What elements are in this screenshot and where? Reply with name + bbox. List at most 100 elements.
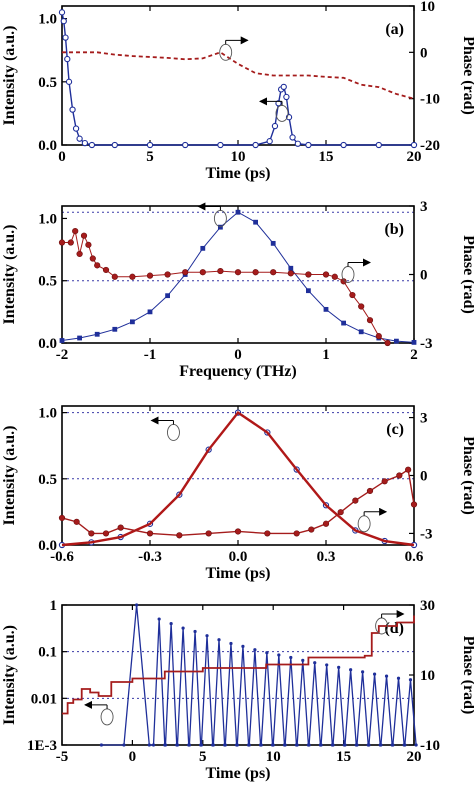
- curve-marker-ellipse: [219, 43, 233, 61]
- intensity-data-point: [301, 658, 305, 662]
- x-tick-label: -5: [56, 749, 69, 765]
- y-left-tick-label: 1E-3: [27, 738, 57, 754]
- intensity-data-point: [69, 106, 76, 113]
- intensity-data-point: [270, 240, 276, 246]
- phase-data-point: [410, 501, 418, 508]
- intensity-data-point: [414, 743, 418, 747]
- x-tick-label: 0.6: [405, 549, 424, 565]
- intensity-data-point: [247, 743, 251, 747]
- intensity-data-point: [151, 743, 156, 747]
- intensity-data-point: [147, 309, 153, 315]
- intensity-data-point: [266, 138, 273, 145]
- intensity-data-point: [391, 743, 395, 747]
- intensity-data-point: [289, 134, 296, 141]
- intensity-data-point: [111, 141, 118, 149]
- phase-data-point: [164, 271, 171, 278]
- x-tick-label: 5: [199, 749, 207, 765]
- phase-data-point: [349, 291, 356, 299]
- x-tick-label: 15: [336, 749, 351, 765]
- y-left-tick-label: 0.0: [38, 138, 57, 154]
- intensity-data-point: [355, 743, 359, 747]
- phase-data-point: [366, 487, 374, 495]
- intensity-data-point: [283, 93, 290, 101]
- intensity-trace: [61, 12, 414, 146]
- curve-marker-ellipse: [213, 210, 227, 227]
- phase-data-point: [270, 269, 277, 276]
- phase-data-point: [58, 514, 66, 522]
- phase-data-point: [331, 273, 338, 280]
- intensity-data-point: [265, 651, 269, 655]
- intensity-data-point: [384, 674, 389, 678]
- intensity-fringe-trace: [101, 604, 417, 746]
- intensity-data-point: [367, 743, 371, 747]
- phase-data-point: [205, 530, 212, 537]
- intensity-data-point: [375, 141, 382, 149]
- y-left-tick-label: 1.0: [38, 211, 57, 227]
- panel-b: -2 -1 0 1 2 0.0 0.5 1.0 3 0 -3 Frequency (THz) Inten…: [1, 199, 474, 380]
- phase-trace: [62, 229, 388, 344]
- intensity-data-point: [62, 34, 69, 41]
- y-right-axis-label: Phase (rad): [460, 436, 474, 515]
- y-left-tick-label: 0.0: [38, 336, 57, 352]
- intensity-data-point: [372, 672, 377, 676]
- y-left-tick-label: 0.0: [38, 538, 57, 554]
- x-tick-label: 10: [231, 149, 246, 165]
- phase-data-point: [287, 270, 294, 277]
- intensity-data-point: [358, 329, 364, 335]
- y-right-tick-label: -3: [420, 336, 433, 352]
- intensity-data-point: [280, 83, 287, 91]
- x-tick-label: 0.3: [317, 549, 336, 565]
- intensity-data-point: [135, 603, 139, 607]
- phase-data-point: [182, 269, 189, 276]
- intensity-data-point: [271, 122, 279, 130]
- intensity-data-point: [94, 331, 100, 337]
- x-tick-label: 20: [407, 149, 422, 165]
- phase-data-point: [88, 530, 95, 537]
- panel-d: -5 0 5 10 15 20 1 0.1 0.01 1E-3 30 10 -10 Time (ps) In…: [1, 598, 474, 782]
- y-left-tick-label: 0.1: [38, 645, 57, 661]
- y-right-tick-label: 30: [420, 598, 435, 614]
- intensity-data-point: [76, 135, 83, 142]
- intensity-data-point: [283, 743, 287, 747]
- y-right-tick-label: -20: [420, 138, 440, 154]
- x-tick-label: -1: [144, 347, 157, 363]
- intensity-data-point: [307, 743, 311, 747]
- phase-data-point: [358, 303, 365, 310]
- intensity-data-point: [379, 743, 383, 747]
- x-tick-label: 0: [58, 149, 66, 165]
- intensity-data-point: [205, 634, 209, 638]
- panel-c: -0.6 -0.3 0.0 0.3 0.6 0.0 0.5 1.0 3 0 -3 Time (ps) I…: [1, 405, 474, 582]
- intensity-data-point: [65, 78, 73, 85]
- curve-marker-ellipse: [357, 515, 371, 533]
- intensity-data-point: [146, 141, 154, 149]
- phase-data-point: [352, 497, 359, 504]
- x-tick-label: -0.6: [50, 549, 74, 565]
- y-left-axis-label: Intensity (a.u.): [1, 25, 18, 125]
- intensity-data-point: [58, 9, 66, 16]
- intensity-data-point: [147, 743, 151, 747]
- phase-data-point: [234, 528, 242, 535]
- intensity-data-point: [306, 288, 311, 294]
- y-left-tick-label: 0.5: [38, 472, 57, 488]
- intensity-data-point: [193, 629, 197, 634]
- phase-data-point: [176, 532, 183, 539]
- y-right-tick-label: 3: [420, 199, 428, 215]
- intensity-data-point: [252, 141, 259, 149]
- phase-data-point: [217, 267, 224, 275]
- intensity-data-point: [325, 663, 329, 667]
- phase-data-point: [146, 530, 154, 537]
- x-tick-label: 0: [234, 347, 242, 363]
- intensity-data-point: [122, 743, 126, 747]
- y-right-tick-label: -10: [420, 92, 440, 108]
- phase-data-point: [322, 271, 330, 278]
- intensity-data-point: [253, 648, 257, 652]
- phase-data-point: [89, 255, 96, 262]
- phase-data-point: [199, 269, 206, 276]
- phase-data-point: [340, 278, 347, 285]
- x-tick-label: 5: [146, 149, 154, 165]
- intensity-data-point: [343, 743, 347, 747]
- x-tick-label: 2: [410, 347, 418, 363]
- y-left-tick-label: 1.0: [38, 406, 57, 422]
